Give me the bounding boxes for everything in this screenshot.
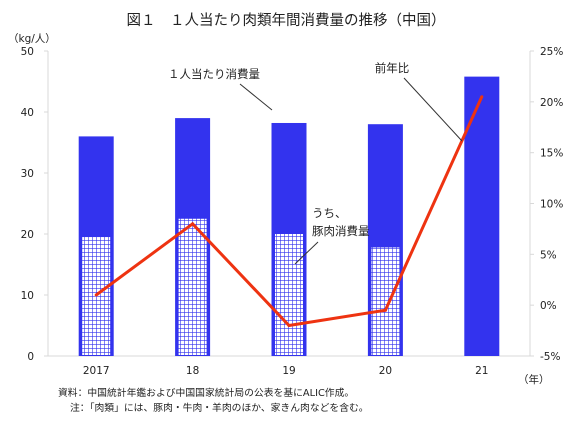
annotation-growth-leader [403, 77, 463, 142]
notes: 資料：中国統計年鑑および中国国家統計局の公表を基にALIC作成。 注：「肉類」に… [58, 386, 369, 416]
left-axis-unit: （kg/人） [8, 33, 56, 45]
annotation-pork-leader [294, 241, 319, 265]
growth-rate-point [191, 222, 195, 226]
annotation-growth: 前年比 [375, 61, 410, 75]
x-axis-unit: （年） [518, 374, 550, 386]
chart-title: 図１ １人当たり肉類年間消費量の推移（中国） [126, 13, 446, 29]
pork-consumption-bar [371, 247, 400, 355]
total-consumption-bar [464, 76, 500, 357]
growth-rate-point [383, 308, 387, 312]
right-tick-label: 15% [540, 148, 563, 160]
annotation-pork-line2: 豚肉消費量 [312, 224, 370, 238]
pork-consumption-bar [275, 234, 303, 355]
right-tick-label: 25% [540, 46, 563, 58]
left-tick-label: 50 [21, 46, 34, 58]
footnote: 注：「肉類」には、豚肉・牛肉・羊肉のほか、家きん肉などを含む。 [70, 403, 369, 414]
growth-rate-point [94, 293, 98, 297]
right-tick-label: -5% [540, 351, 560, 363]
growth-rate-point [480, 95, 484, 99]
x-tick-label: 21 [475, 365, 488, 377]
left-tick-label: 20 [21, 229, 34, 241]
source-note: 資料：中国統計年鑑および中国国家統計局の公表を基にALIC作成。 [58, 388, 355, 399]
left-tick-label: 0 [27, 351, 34, 363]
annotation-total: １人当たり消費量 [168, 67, 260, 81]
growth-rate-point [287, 324, 291, 327]
x-tick-label: 2017 [83, 365, 110, 377]
right-tick-label: 0% [540, 300, 557, 312]
x-tick-label: 20 [379, 365, 392, 377]
right-tick-label: 5% [540, 249, 557, 261]
left-tick-label: 40 [21, 107, 34, 119]
x-tick-label: 19 [282, 365, 295, 377]
x-tick-label: 18 [186, 365, 199, 377]
right-tick-label: 10% [540, 199, 563, 211]
left-tick-label: 30 [21, 168, 34, 180]
annotation-total-leader [239, 83, 273, 111]
pork-consumption-bar [178, 218, 207, 355]
right-tick-label: 20% [540, 97, 563, 109]
annotation-pork-line1: うち、 [312, 206, 347, 220]
left-tick-label: 10 [21, 290, 34, 302]
